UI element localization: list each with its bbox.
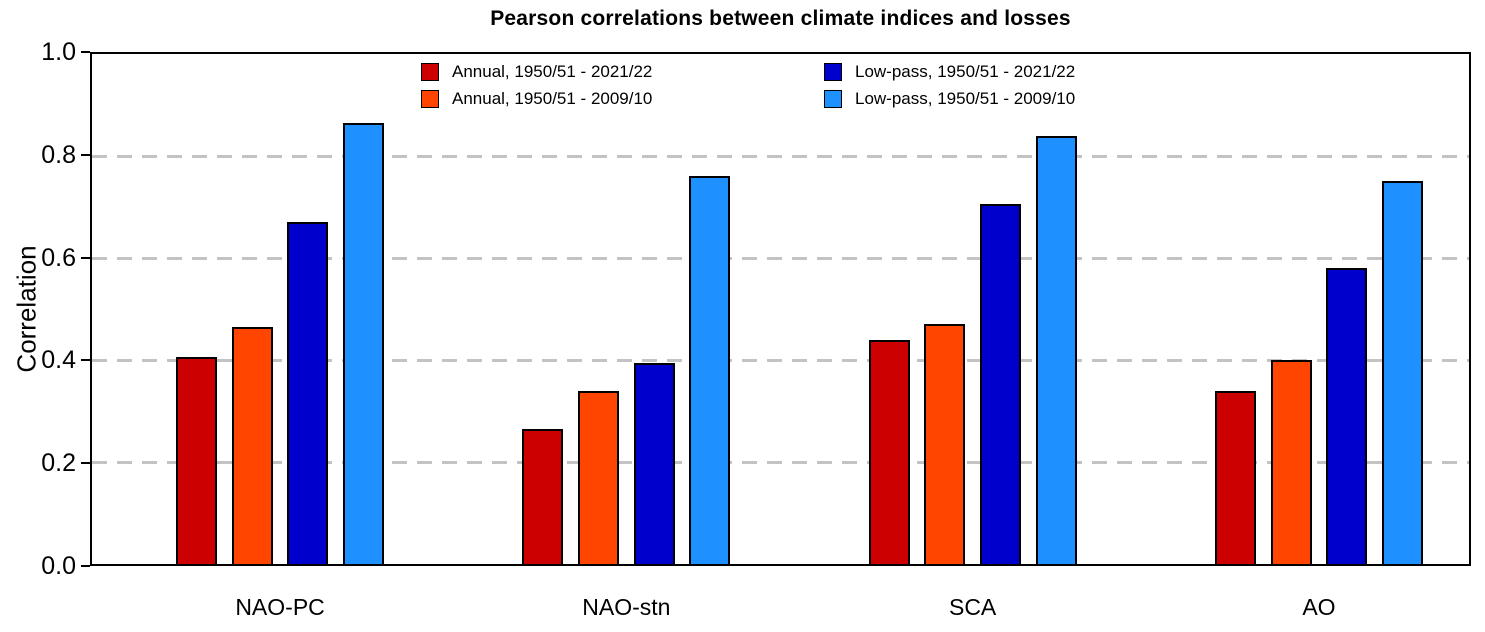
y-tick-mark-0.2 (81, 462, 90, 465)
bar-low-pass-sca-3 (1035, 136, 1077, 564)
x-category-label-ao: AO (1302, 594, 1336, 620)
y-tick-label-0.6: 0.6 (41, 243, 76, 272)
legend-label-annual-1950-51-2009-10: Annual, 1950/51 - 2009/10 (452, 89, 653, 108)
y-tick-label-0.0: 0.0 (41, 552, 76, 580)
chart-title: Pearson correlations between climate ind… (490, 7, 1071, 30)
y-tick-label-1.0: 1.0 (41, 38, 76, 66)
x-category-label-nao-stn: NAO-stn (582, 594, 671, 620)
bar-annual-ao-1 (1270, 360, 1312, 564)
x-category-label-nao-pc: NAO-PC (235, 594, 325, 620)
gridline-0.2 (92, 461, 1469, 464)
bar-low-pass-sca-2 (980, 204, 1021, 564)
y-tick-label-0.2: 0.2 (41, 449, 76, 478)
bar-low-pass-ao-3 (1382, 181, 1423, 564)
bar-low-pass-ao-2 (1326, 268, 1368, 564)
plot-area (90, 52, 1471, 566)
y-tick-mark-0.4 (81, 359, 90, 362)
x-category-label-sca: SCA (948, 594, 997, 620)
bar-low-pass-nao-stn-3 (689, 176, 731, 564)
y-tick-label-0.4: 0.4 (41, 346, 76, 375)
legend-swatch-low-pass-1950-51-2021-22 (824, 63, 842, 81)
bar-low-pass-nao-pc-3 (343, 123, 385, 564)
legend-label-low-pass-1950-51-2021-22: Low-pass, 1950/51 - 2021/22 (855, 62, 1076, 81)
bar-annual-nao-pc-1 (231, 327, 273, 564)
bar-annual-sca-1 (924, 324, 966, 564)
legend-swatch-annual-1950-51-2021-22 (421, 63, 439, 81)
bar-low-pass-nao-stn-2 (633, 363, 675, 564)
bar-low-pass-nao-pc-2 (287, 222, 329, 564)
legend-swatch-annual-1950-51-2009-10 (421, 90, 439, 108)
bar-annual-ao-0 (1214, 391, 1256, 564)
legend-swatch-low-pass-1950-51-2009-10 (824, 90, 842, 108)
bar-annual-sca-0 (868, 340, 910, 564)
y-tick-mark-0.8 (81, 153, 90, 156)
legend-label-annual-1950-51-2021-22: Annual, 1950/51 - 2021/22 (452, 62, 653, 81)
y-tick-mark-0.6 (81, 256, 90, 259)
bar-annual-nao-stn-1 (578, 391, 619, 564)
y-tick-label-0.8: 0.8 (41, 140, 76, 169)
legend-label-low-pass-1950-51-2009-10: Low-pass, 1950/51 - 2009/10 (855, 89, 1076, 108)
gridline-0.4 (92, 359, 1469, 362)
bar-annual-nao-stn-0 (522, 429, 564, 564)
y-tick-mark-1.0 (81, 51, 90, 53)
gridline-0.8 (92, 155, 1469, 158)
gridline-0.6 (92, 257, 1469, 260)
y-tick-mark-0.0 (81, 565, 90, 567)
bar-annual-nao-pc-0 (176, 357, 217, 564)
